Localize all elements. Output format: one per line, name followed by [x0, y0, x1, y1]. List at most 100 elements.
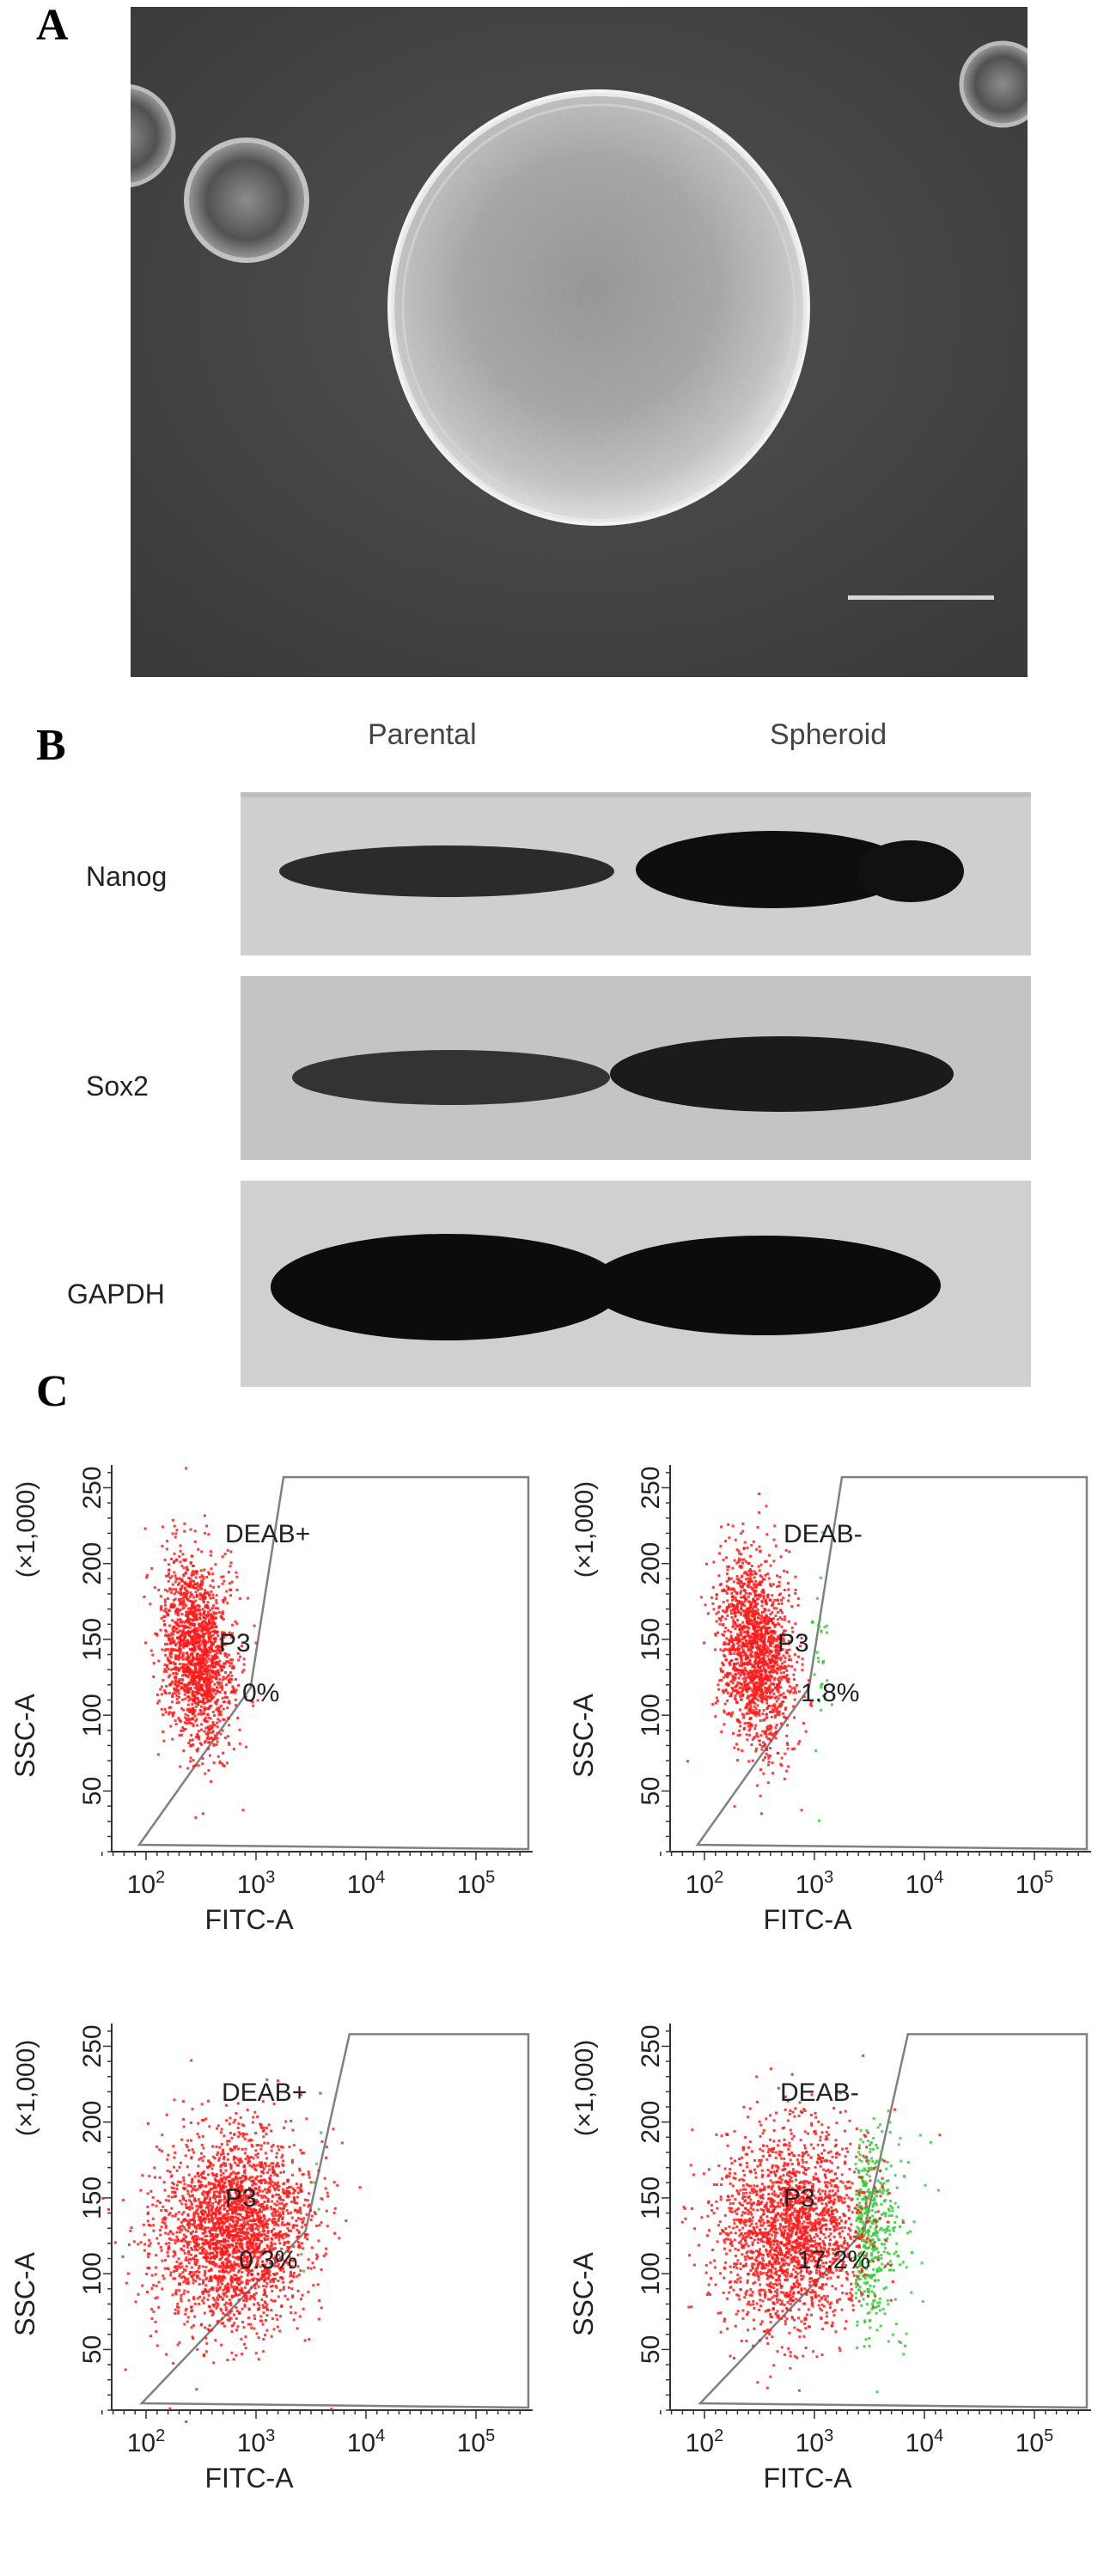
event	[787, 1642, 790, 1645]
event	[735, 1548, 739, 1552]
event	[169, 1661, 173, 1664]
event	[192, 1623, 195, 1626]
event	[784, 1675, 788, 1678]
event	[206, 1601, 210, 1604]
event	[744, 1591, 747, 1595]
event	[204, 2336, 208, 2340]
event	[187, 1719, 191, 1723]
event	[252, 2296, 255, 2299]
event	[763, 1697, 766, 1700]
event	[211, 1676, 215, 1679]
event	[759, 1621, 763, 1624]
event	[212, 1585, 216, 1589]
event	[161, 1648, 164, 1651]
event	[211, 1579, 214, 1583]
event	[174, 1667, 177, 1670]
event	[724, 1673, 728, 1676]
event	[768, 1686, 771, 1689]
event	[732, 1689, 735, 1693]
event	[237, 2131, 241, 2134]
event	[230, 2286, 234, 2289]
event	[192, 1646, 196, 1649]
event	[761, 1640, 765, 1644]
event	[734, 1669, 736, 1672]
event	[148, 2244, 150, 2248]
event	[177, 2257, 180, 2261]
event	[171, 1638, 174, 1641]
event	[145, 1576, 149, 1579]
event	[715, 1701, 717, 1705]
event	[164, 1603, 167, 1607]
event	[200, 2103, 204, 2106]
event	[778, 1668, 782, 1671]
event	[178, 1695, 180, 1699]
event	[723, 1643, 725, 1646]
event	[734, 1538, 737, 1541]
event	[167, 1579, 170, 1583]
event	[163, 1558, 167, 1561]
event	[174, 1610, 177, 1614]
event	[172, 1602, 175, 1606]
event	[214, 2197, 216, 2201]
event	[183, 1602, 186, 1606]
event	[286, 2227, 290, 2231]
event	[192, 1650, 196, 1652]
event	[741, 1561, 744, 1565]
event	[204, 1591, 207, 1595]
event	[251, 2176, 254, 2179]
event	[731, 1711, 735, 1714]
event	[740, 1580, 743, 1583]
event	[181, 1655, 185, 1658]
event	[218, 1649, 222, 1652]
event	[217, 1663, 221, 1666]
event	[229, 1671, 232, 1674]
event	[152, 2284, 156, 2287]
event	[172, 2145, 175, 2148]
event	[263, 2265, 266, 2268]
event	[770, 1733, 773, 1737]
event	[207, 1680, 210, 1683]
event	[216, 1686, 218, 1689]
event	[738, 1733, 741, 1737]
event	[181, 1698, 184, 1701]
event	[214, 1662, 217, 1665]
event	[300, 2093, 302, 2097]
event	[272, 2103, 276, 2106]
event	[186, 1684, 188, 1687]
event	[725, 1556, 728, 1560]
event	[771, 1594, 774, 1597]
event	[217, 1706, 221, 1709]
event-aldh-positive	[818, 1625, 820, 1628]
event	[191, 1572, 194, 1575]
event	[804, 1730, 808, 1733]
event	[195, 1652, 198, 1656]
event	[186, 1616, 190, 1620]
event-aldh-positive	[815, 1651, 819, 1654]
event	[758, 1683, 761, 1686]
event	[733, 1590, 736, 1593]
event	[192, 1655, 195, 1658]
event	[732, 1731, 735, 1735]
event	[204, 2220, 207, 2224]
event	[765, 1701, 769, 1705]
event	[189, 1760, 192, 1763]
event	[198, 1637, 201, 1640]
event	[765, 1692, 768, 1695]
event	[745, 1703, 748, 1706]
event	[738, 1639, 741, 1642]
event	[742, 1558, 746, 1561]
event	[186, 2290, 190, 2293]
event	[764, 1629, 767, 1633]
event	[168, 1577, 172, 1580]
event	[213, 1714, 216, 1717]
event	[779, 1671, 783, 1675]
event	[236, 1651, 240, 1655]
event	[206, 1669, 210, 1672]
event	[207, 1533, 210, 1536]
event	[180, 1584, 184, 1588]
y-axis-unit: (×1,000)	[12, 2040, 40, 2137]
event	[255, 2144, 259, 2147]
event	[748, 1574, 752, 1577]
event	[226, 1660, 229, 1663]
event	[722, 1558, 725, 1561]
